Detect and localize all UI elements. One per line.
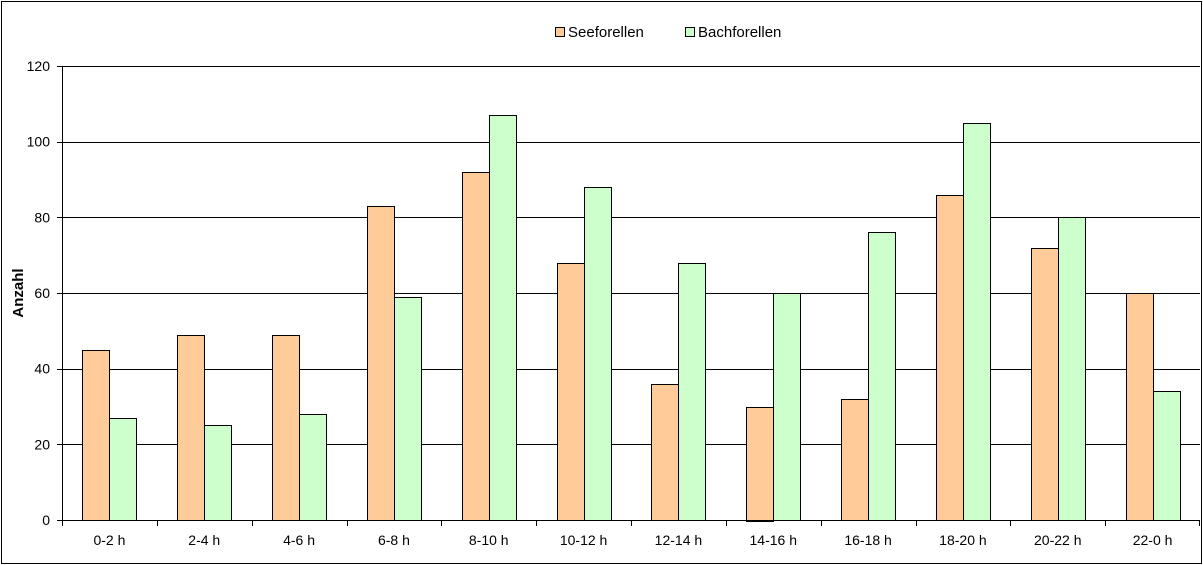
x-tick-label: 0-2 h [93, 532, 125, 548]
y-tick-label: 60 [34, 285, 50, 301]
y-tick-label: 0 [42, 512, 50, 528]
bar-seeforellen [746, 407, 774, 522]
x-tick-label: 14-16 h [750, 532, 797, 548]
bar-seeforellen [462, 172, 490, 521]
bars [82, 115, 1181, 522]
legend-swatch-seeforellen [555, 27, 565, 37]
x-tick-label: 4-6 h [283, 532, 315, 548]
bar-bachforellen [678, 263, 706, 521]
bar-seeforellen [841, 399, 869, 521]
gridlines [62, 66, 1200, 445]
bar-seeforellen [272, 335, 300, 521]
bar-seeforellen [936, 195, 964, 521]
x-tick-label: 16-18 h [844, 532, 891, 548]
x-tick-label: 12-14 h [655, 532, 702, 548]
bar-bachforellen [773, 293, 801, 521]
y-axis-title: Anzahl [10, 268, 27, 317]
x-tick-label: 22-0 h [1133, 532, 1173, 548]
x-tick-label: 10-12 h [560, 532, 607, 548]
bar-bachforellen [584, 187, 612, 521]
bar-bachforellen [1153, 391, 1181, 521]
x-tick-label: 18-20 h [939, 532, 986, 548]
axes: 0 20 40 60 80 100 120 0-2 h 2-4 h 4-6 h 6-8 h 8-10 … [27, 58, 1200, 548]
bar-seeforellen [651, 384, 679, 521]
bar-bachforellen [868, 232, 896, 521]
bar-seeforellen [367, 206, 395, 521]
bar-bachforellen [963, 123, 991, 521]
bar-seeforellen [82, 350, 110, 521]
y-tick-label: 80 [34, 209, 50, 225]
x-tick-label: 20-22 h [1034, 532, 1081, 548]
legend-label-seeforellen: Seeforellen [568, 24, 644, 41]
bar-bachforellen [489, 115, 517, 521]
bar-bachforellen [1058, 217, 1086, 521]
y-tick-label: 100 [27, 134, 51, 150]
legend-swatch-bachforellen [685, 27, 695, 37]
x-tick-label: 6-8 h [378, 532, 410, 548]
x-tick-label: 2-4 h [188, 532, 220, 548]
y-tick-label: 40 [34, 361, 50, 377]
y-tick-label: 120 [27, 58, 51, 74]
bar-seeforellen [1031, 248, 1059, 521]
legend-label-bachforellen: Bachforellen [698, 24, 781, 41]
bar-bachforellen [204, 425, 232, 521]
bar-seeforellen [557, 263, 585, 521]
bar-bachforellen [394, 297, 422, 521]
bar-seeforellen [1126, 293, 1154, 521]
x-tick-label: 8-10 h [469, 532, 509, 548]
y-tick-label: 20 [34, 436, 50, 452]
legend: Seeforellen Bachforellen [555, 24, 781, 41]
bar-bachforellen [299, 414, 327, 521]
bar-bachforellen [109, 418, 137, 521]
bar-seeforellen [177, 335, 205, 521]
